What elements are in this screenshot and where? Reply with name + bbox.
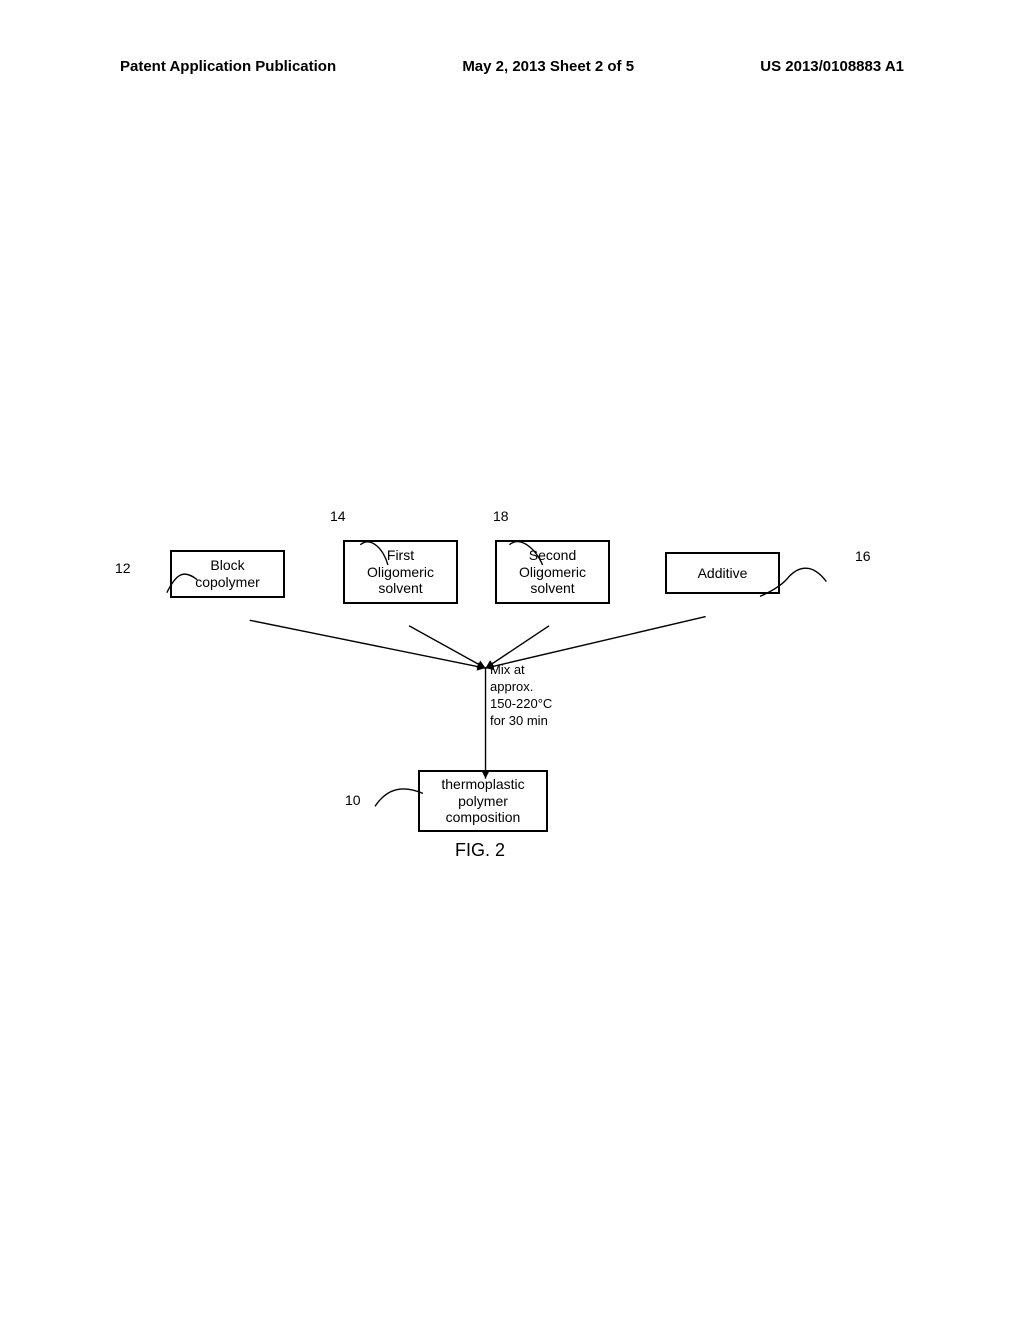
box-label: Additive — [698, 565, 748, 582]
box-block-copolymer: Blockcopolymer — [170, 550, 285, 598]
box-label: SecondOligomericsolvent — [519, 547, 586, 597]
mix-instructions: Mix atapprox.150-220°Cfor 30 min — [490, 662, 552, 730]
header-center: May 2, 2013 Sheet 2 of 5 — [462, 58, 634, 75]
ref-10: 10 — [345, 792, 361, 808]
header-right: US 2013/0108883 A1 — [760, 58, 904, 75]
box-second-solvent: SecondOligomericsolvent — [495, 540, 610, 604]
box-label: Blockcopolymer — [195, 557, 260, 591]
box-label: FirstOligomericsolvent — [367, 547, 434, 597]
box-additive: Additive — [665, 552, 780, 594]
ref-14: 14 — [330, 508, 346, 524]
page-header: Patent Application Publication May 2, 20… — [0, 58, 1024, 75]
ref-12: 12 — [115, 560, 131, 576]
header-left: Patent Application Publication — [120, 58, 336, 75]
figure-label: FIG. 2 — [455, 840, 505, 861]
flowchart-diagram: Blockcopolymer FirstOligomericsolvent Se… — [115, 530, 915, 880]
ref-16: 16 — [855, 548, 871, 564]
ref-18: 18 — [493, 508, 509, 524]
box-first-solvent: FirstOligomericsolvent — [343, 540, 458, 604]
box-label: thermoplasticpolymercomposition — [441, 776, 524, 826]
box-result: thermoplasticpolymercomposition — [418, 770, 548, 832]
